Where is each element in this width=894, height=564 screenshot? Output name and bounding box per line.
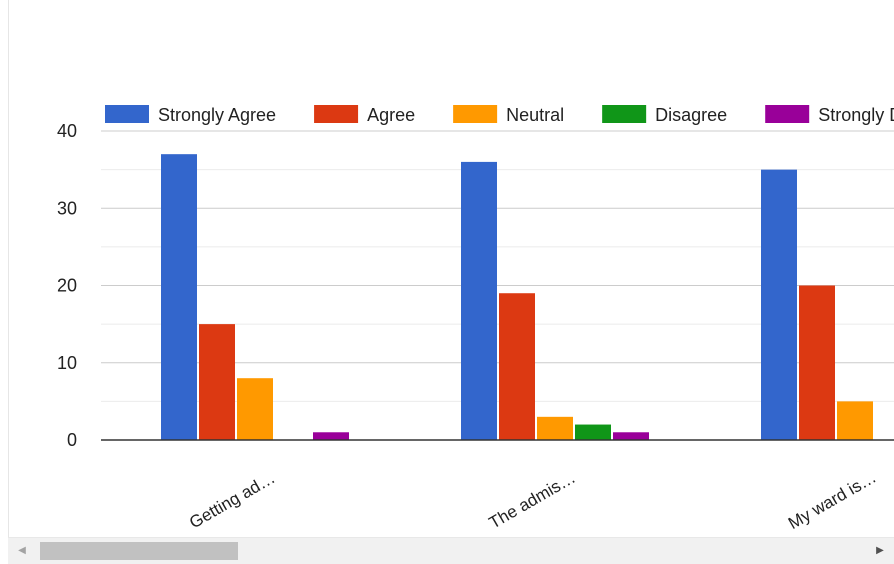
- legend-swatch: [765, 105, 810, 123]
- bar-neutral: [537, 416, 573, 440]
- legend-swatch: [314, 105, 359, 123]
- arrow-right-icon[interactable]: ▶: [876, 545, 884, 556]
- bar-strongly-disagree: [313, 432, 349, 440]
- y-tick-label: 10: [57, 353, 77, 373]
- bar-agree: [799, 285, 835, 440]
- legend-label: Neutral: [506, 105, 564, 125]
- x-tick-label: My ward is…: [785, 467, 880, 533]
- legend-swatch: [602, 105, 647, 123]
- legend-label: Strongly Agree: [158, 105, 276, 125]
- bar-disagree: [575, 424, 611, 440]
- y-tick-label: 40: [57, 121, 77, 141]
- bar-neutral: [837, 401, 873, 440]
- scrollbar-thumb[interactable]: [40, 542, 238, 560]
- bar-neutral: [237, 378, 273, 440]
- legend-swatch: [105, 105, 149, 123]
- bar-strongly-agree: [161, 154, 197, 441]
- bar-agree: [199, 324, 235, 440]
- legend-label: Disagree: [655, 105, 727, 125]
- bar-strongly-disagree: [613, 432, 649, 440]
- legend-label: Strongly Disagree: [818, 105, 894, 125]
- arrow-left-icon[interactable]: ◀: [18, 545, 26, 556]
- bar-agree: [499, 293, 535, 440]
- x-tick-label: Getting ad…: [186, 468, 278, 532]
- x-tick-label: The admis…: [486, 468, 579, 533]
- bar-strongly-agree: [461, 161, 497, 440]
- chart-frame: 0 10 20 30 40 Getting ad… The admis… My ward is…: [8, 0, 894, 563]
- legend-swatch: [453, 105, 498, 123]
- bar-chart: 0 10 20 30 40 Getting ad… The admis… My ward is…: [57, 105, 894, 533]
- bar-strongly-agree: [761, 169, 797, 440]
- y-tick-label: 20: [57, 276, 77, 296]
- legend-label: Agree: [367, 105, 415, 125]
- y-tick-label: 0: [67, 430, 77, 450]
- horizontal-scrollbar[interactable]: ◀ ▶: [8, 537, 894, 564]
- y-tick-label: 30: [57, 198, 77, 218]
